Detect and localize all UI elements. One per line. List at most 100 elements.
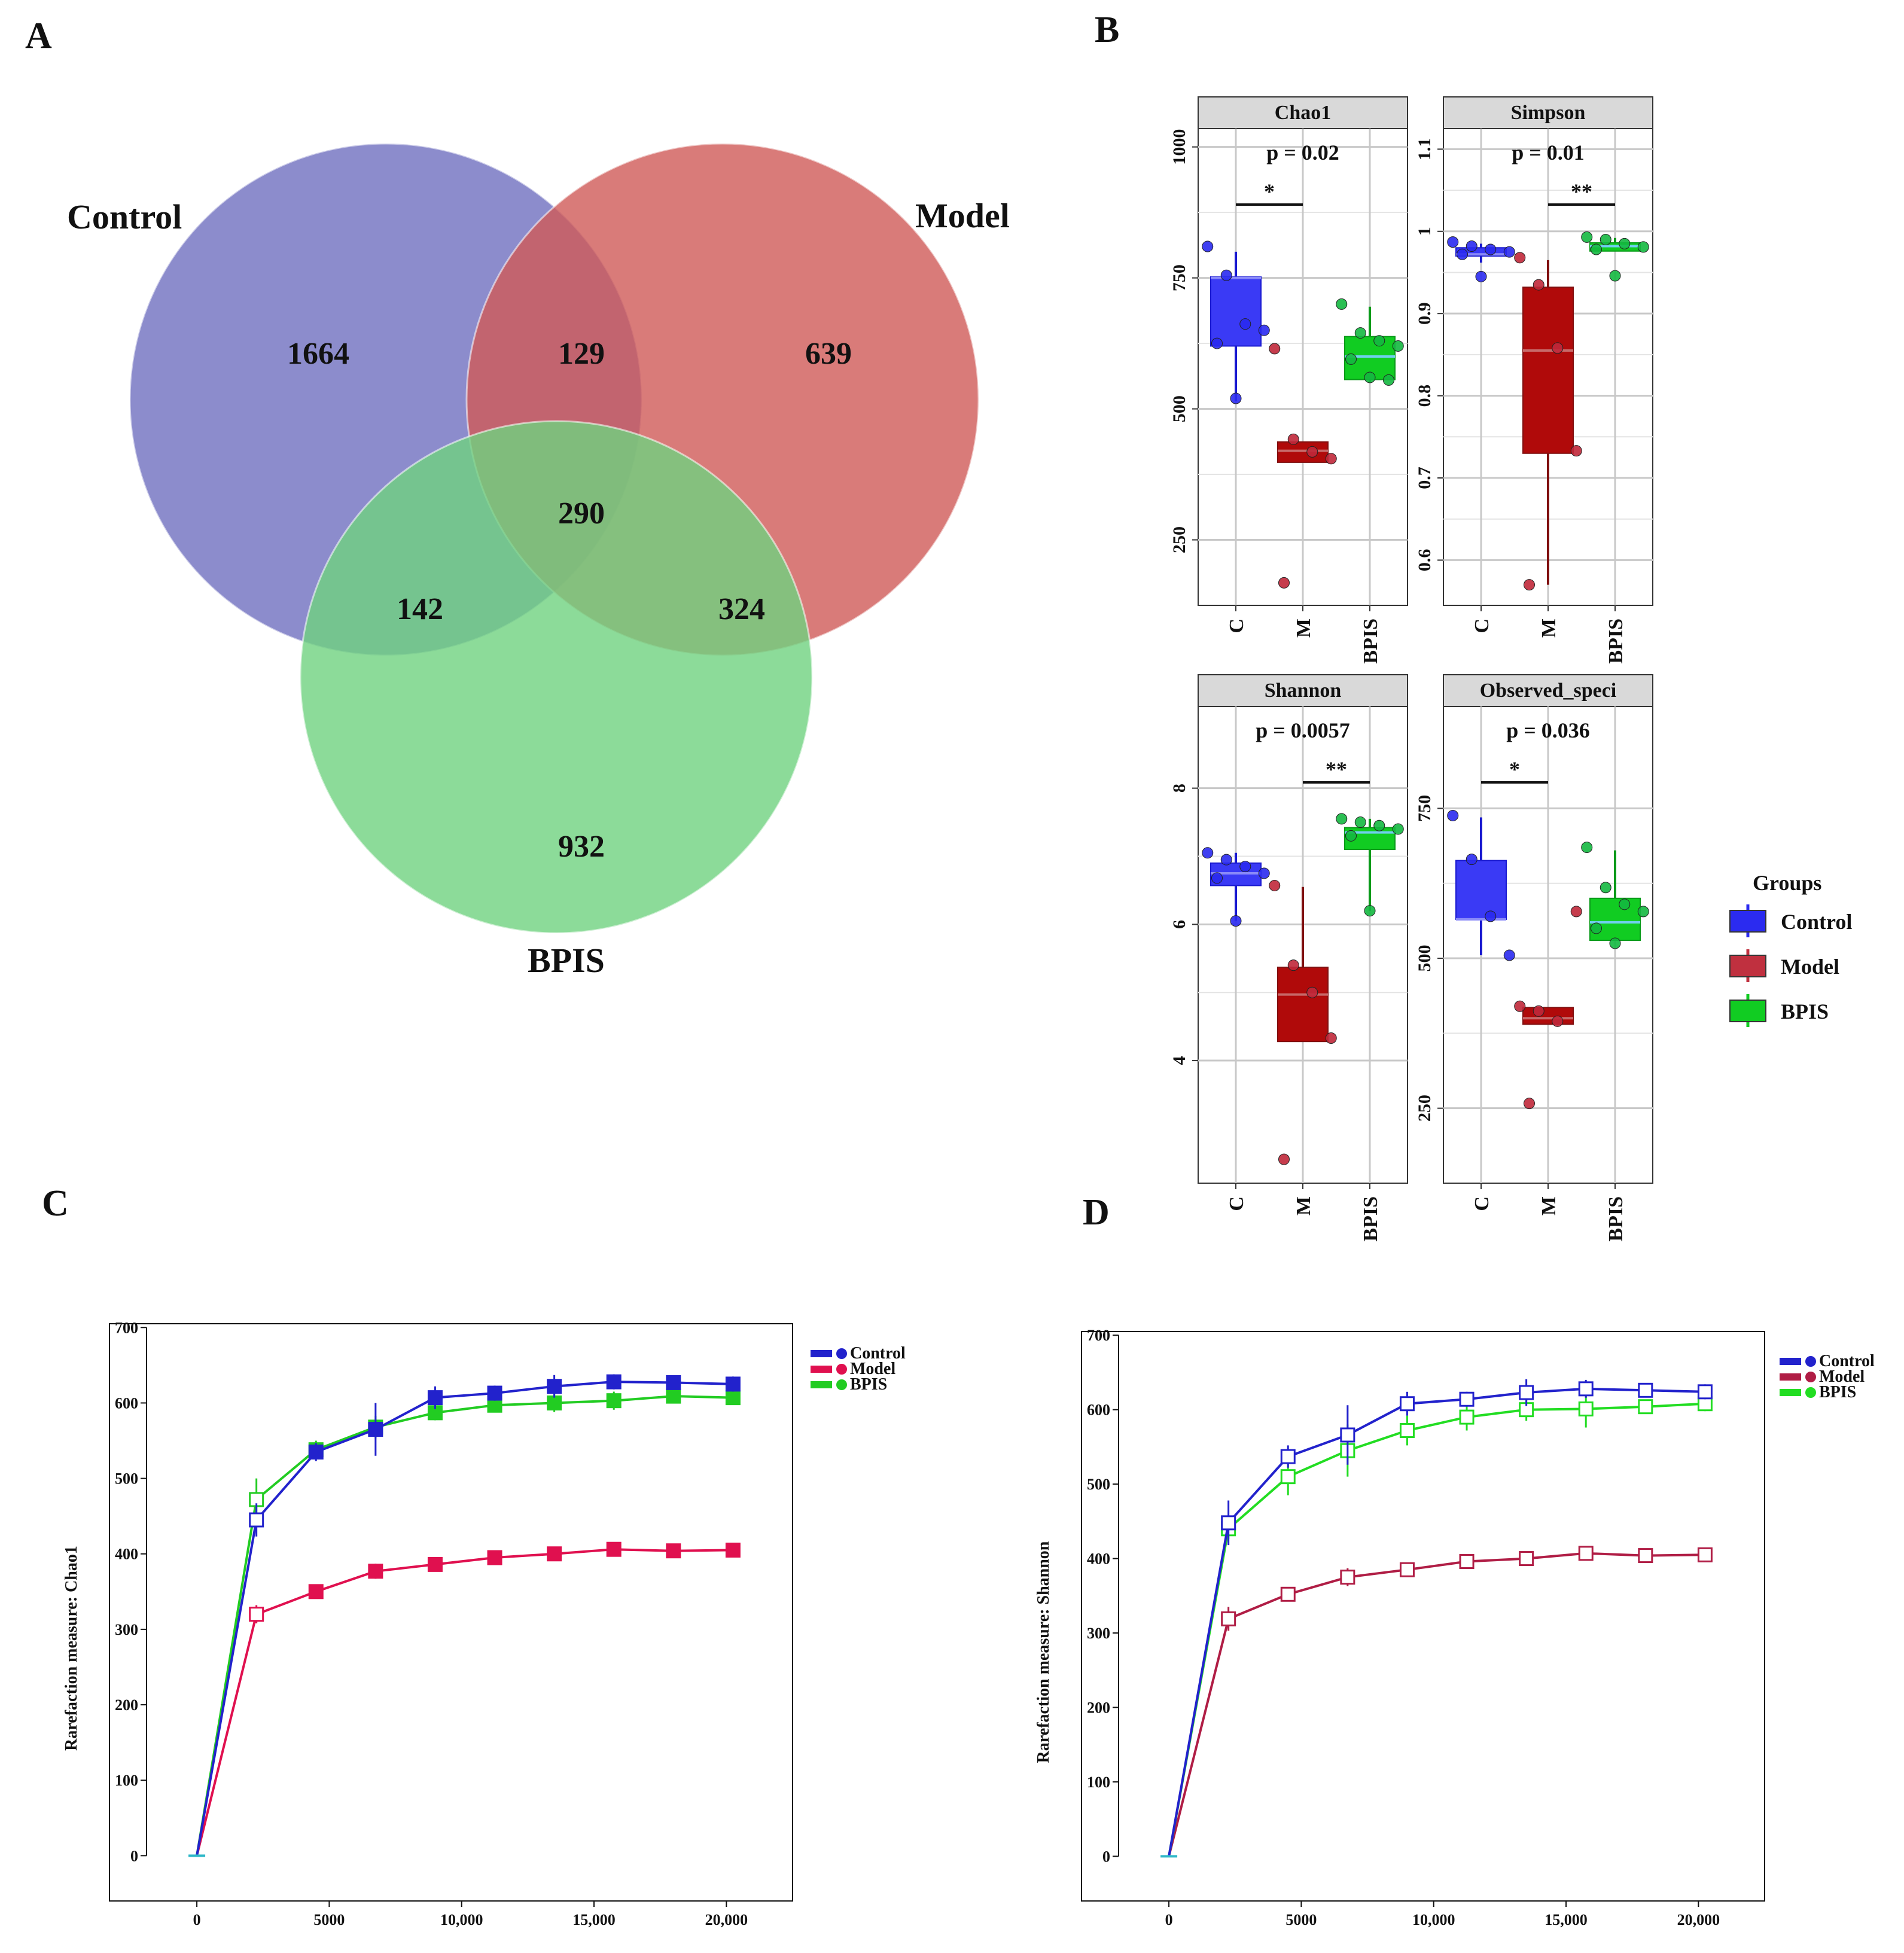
- y-tick-label: 300: [1087, 1625, 1110, 1642]
- p-value-label: p = 0.01: [1512, 141, 1585, 164]
- data-point: [1336, 813, 1348, 825]
- data-point: [1524, 579, 1535, 591]
- box-marker: [1280, 1469, 1296, 1485]
- data-point: [1466, 240, 1477, 252]
- legend-swatch-model: [811, 1366, 832, 1373]
- data-point: [1570, 445, 1582, 457]
- data-point: [1325, 453, 1337, 465]
- legend-label-model: Model: [1781, 955, 1839, 979]
- x-category-label: C: [1471, 1196, 1493, 1211]
- box-marker: [427, 1390, 443, 1406]
- x-category-label: C: [1226, 1196, 1248, 1211]
- box-marker: [725, 1376, 741, 1392]
- box-marker: [368, 1564, 383, 1579]
- data-point: [1466, 854, 1477, 866]
- box-marker: [1638, 1382, 1653, 1398]
- y-tick-label: 250: [1169, 526, 1189, 553]
- y-tick-label: 0.9: [1415, 302, 1434, 325]
- legend-label-control: Control: [1819, 1352, 1875, 1370]
- y-tick-label: 1000: [1169, 129, 1189, 165]
- data-point: [1447, 809, 1459, 821]
- data-point: [1619, 898, 1631, 910]
- significance-stars: **: [1571, 179, 1592, 203]
- x-tick-label: 5000: [313, 1911, 345, 1928]
- x-tick-label: 15,000: [572, 1911, 616, 1928]
- x-category-label: M: [1538, 618, 1560, 638]
- legend-label-bpis: BPIS: [1819, 1383, 1856, 1401]
- legend-label-control: Control: [850, 1344, 906, 1363]
- y-tick-label: 200: [1087, 1699, 1110, 1716]
- data-point: [1211, 872, 1223, 884]
- y-tick-label: 0.6: [1415, 549, 1434, 572]
- data-point: [1220, 269, 1232, 281]
- facet-title: Simpson: [1511, 102, 1586, 124]
- box-marker: [1519, 1551, 1534, 1567]
- data-point: [1306, 446, 1318, 458]
- y-tick-label: 750: [1415, 795, 1434, 822]
- legend-label-control: Control: [1781, 910, 1852, 934]
- y-tick-label: 500: [1087, 1476, 1110, 1493]
- facet-strip: [1443, 96, 1653, 129]
- box-marker: [1459, 1391, 1475, 1407]
- data-point: [1230, 915, 1242, 927]
- data-point: [1258, 324, 1270, 336]
- y-tick-label: 8: [1169, 784, 1189, 793]
- legend-label-bpis: BPIS: [1781, 1000, 1829, 1023]
- box: [1455, 860, 1507, 920]
- rarefaction-shannon-chart: 0 100 200 300 400 500 600 700 0 5000 10,000 15,000 2…: [1034, 1327, 1875, 1928]
- y-tick-label: 400: [115, 1546, 138, 1563]
- box-marker: [666, 1375, 681, 1390]
- x-category-label: C: [1471, 618, 1493, 633]
- box-marker: [1280, 1586, 1296, 1602]
- data-point: [1202, 240, 1214, 252]
- venn-diagram: Control Model BPIS 1664 129 639 290 142 …: [67, 142, 1010, 980]
- box-marker: [249, 1512, 264, 1528]
- box-marker: [1459, 1554, 1475, 1570]
- box-marker: [1638, 1548, 1653, 1564]
- significance-stars: **: [1326, 757, 1347, 781]
- data-point: [1364, 371, 1376, 383]
- box-marker: [666, 1388, 681, 1404]
- x-tick-label: 0: [193, 1911, 201, 1928]
- legend-dot-model: [836, 1364, 847, 1375]
- legend-item-bpis: BPIS: [1729, 994, 1829, 1027]
- data-point: [1211, 337, 1223, 349]
- box-marker: [725, 1390, 741, 1406]
- data-point: [1383, 374, 1394, 386]
- x-category-label: BPIS: [1360, 618, 1382, 664]
- y-tick-label: 300: [115, 1621, 138, 1638]
- data-point: [1373, 819, 1385, 831]
- y-tick-label: 700: [1087, 1327, 1110, 1344]
- p-value-label: p = 0.036: [1506, 718, 1590, 742]
- data-point: [1591, 922, 1602, 934]
- data-point: [1619, 237, 1631, 249]
- rarefaction-chao1-chart: 0 100 200 300 400 500 600 700 0 5000 10,000 15,000 2…: [62, 1319, 906, 1928]
- data-point: [1475, 270, 1487, 282]
- x-category-label: C: [1226, 618, 1248, 633]
- x-tick-label: 5000: [1285, 1911, 1317, 1928]
- groups-legend: Groups Control Model BPIS: [1729, 871, 1852, 1027]
- panel-letter-a: A: [25, 16, 52, 56]
- box-marker: [666, 1543, 681, 1559]
- legend-label-model: Model: [1819, 1367, 1865, 1386]
- y-tick-label: 0: [1102, 1848, 1110, 1865]
- x-tick-label: 10,000: [1412, 1911, 1455, 1928]
- y-tick-label: 500: [115, 1470, 138, 1488]
- series-line-bpis: [1168, 1402, 1705, 1857]
- y-tick-label: 600: [1087, 1401, 1110, 1419]
- x-category-label: M: [1293, 618, 1315, 638]
- legend-title: Groups: [1753, 871, 1821, 895]
- box-marker: [1221, 1515, 1236, 1531]
- p-value-label: p = 0.02: [1266, 141, 1339, 164]
- significance-stars: *: [1509, 757, 1520, 781]
- x-category-label: BPIS: [1360, 1196, 1382, 1242]
- series-line-model: [1168, 1552, 1705, 1857]
- data-point: [1533, 1005, 1544, 1017]
- legend-dot-bpis: [1805, 1387, 1816, 1398]
- plot-frame: [1081, 1331, 1765, 1902]
- data-point: [1287, 959, 1299, 971]
- legend-item-control: Control: [1729, 904, 1852, 937]
- venn-count-control-model: 129: [558, 337, 605, 371]
- data-point: [1230, 392, 1242, 404]
- y-tick-label: 600: [115, 1394, 138, 1412]
